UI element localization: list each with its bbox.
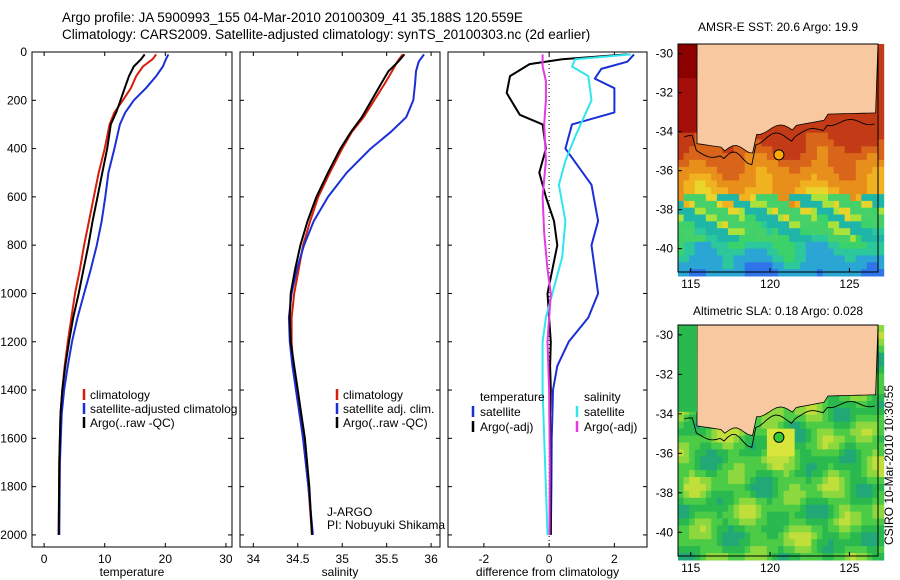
x-tick-label: 2 — [611, 552, 618, 566]
series-line-3 — [541, 53, 631, 535]
plot-frame — [31, 51, 233, 548]
map-title: AMSR-E SST: 20.6 Argo: 19.9 — [698, 20, 858, 34]
map-y-tick-label: -30 — [656, 328, 674, 342]
y-tick-label: 1800 — [0, 480, 27, 494]
x-tick-label: 34 — [247, 552, 261, 566]
map-x-tick-label: 115 — [681, 277, 700, 291]
map-y-tick-label: -32 — [656, 86, 674, 100]
legend-label: temperature — [480, 390, 545, 404]
map-x-tick-label: 115 — [681, 561, 700, 575]
legend-label: Argo(-adj) — [480, 420, 533, 434]
y-tick-label: 2000 — [0, 528, 27, 542]
map-y-tick-label: -36 — [656, 164, 674, 178]
x-tick-label: 36 — [424, 552, 438, 566]
map-frame — [677, 324, 879, 557]
argo-float-marker — [773, 431, 785, 443]
map-y-tick-label: -32 — [656, 367, 674, 381]
x-tick-label: 34.5 — [286, 552, 310, 566]
title-line-1: Argo profile: JA 5900993_155 04-Mar-2010… — [62, 10, 523, 25]
land-area — [696, 43, 879, 154]
legend-label: climatology — [343, 388, 403, 402]
isobath-contour — [684, 118, 875, 166]
legend-label: Argo(..raw -QC) — [343, 416, 428, 430]
map-y-tick-label: -38 — [656, 486, 674, 500]
legend-label: satellite — [480, 405, 521, 419]
y-tick-label: 1200 — [0, 335, 27, 349]
map-x-tick-label: 125 — [839, 277, 859, 291]
land-area — [696, 324, 879, 436]
y-tick-label: 1000 — [0, 286, 27, 300]
y-tick-label: 400 — [7, 142, 27, 156]
map-y-tick-label: -30 — [656, 47, 674, 61]
map-y-tick-label: -40 — [656, 525, 674, 539]
x-tick-label: -2 — [479, 552, 490, 566]
series-line-2 — [505, 53, 628, 535]
map-x-tick-label: 120 — [760, 277, 780, 291]
series-line-2 — [58, 53, 170, 535]
x-tick-label: 0 — [546, 552, 553, 566]
legend-label: satellite adj. clim. — [343, 402, 434, 416]
map-x-tick-label: 125 — [839, 561, 859, 575]
profile-panel-2: 34 34.5 35 35.5 36 salinity climatologysatelli… — [239, 51, 445, 579]
x-tick-label: 10 — [98, 552, 112, 566]
legend-label: climatology — [90, 388, 150, 402]
map-panel-1: 115 120 125 -30 -32 -34 -36 -38 -40 AMSR-E SST: 2… — [656, 20, 885, 291]
x-tick-label: 30 — [219, 552, 233, 566]
legend-label: Argo(..raw -QC) — [90, 416, 175, 430]
series-line-1 — [549, 53, 635, 535]
map-y-tick-label: -34 — [656, 125, 674, 139]
y-tick-label: 200 — [7, 93, 27, 107]
x-tick-label: 0 — [41, 552, 48, 566]
series-line-1 — [290, 53, 404, 535]
x-axis-label: salinity — [322, 565, 359, 579]
y-tick-label: 600 — [7, 190, 27, 204]
map-panel-2: 115 120 125 -30 -32 -34 -36 -38 -40 Altimetric SL… — [656, 304, 885, 575]
argo-float-marker — [773, 149, 785, 161]
map-y-tick-label: -34 — [656, 407, 674, 421]
profile-panel-1: 0 10 20 30 0 200 400 600 800 1000 1200 1400 1600 1800… — [0, 45, 237, 579]
annotation-text: PI: Nobuyuki Shikama — [327, 518, 445, 532]
x-axis-label: temperature — [100, 565, 165, 579]
annotation-text: J-ARGO — [327, 505, 372, 519]
y-tick-label: 0 — [20, 45, 27, 59]
x-tick-label: 35 — [336, 552, 350, 566]
legend-label: satellite — [584, 405, 625, 419]
credit-text: CSIRO 10-Mar-2010 10:30:55 — [882, 385, 896, 545]
map-y-tick-label: -38 — [656, 203, 674, 217]
isobath-contour — [684, 400, 875, 448]
series-line-2 — [287, 53, 425, 535]
plot-frame — [447, 51, 648, 548]
x-tick-label: 35.5 — [375, 552, 399, 566]
legend-label: Argo(-adj) — [584, 420, 637, 434]
series-line-1 — [57, 53, 157, 535]
series-line-3 — [288, 53, 406, 535]
y-tick-label: 1400 — [0, 383, 27, 397]
map-x-tick-label: 120 — [760, 561, 780, 575]
x-tick-label: 20 — [159, 552, 173, 566]
y-tick-label: 800 — [7, 238, 27, 252]
map-frame — [677, 43, 879, 273]
y-tick-label: 1600 — [0, 431, 27, 445]
plot-frame — [239, 51, 441, 548]
map-title: Altimetric SLA: 0.18 Argo: 0.028 — [693, 304, 863, 318]
map-y-tick-label: -40 — [656, 242, 674, 256]
series-line-4 — [541, 54, 552, 535]
map-y-tick-label: -36 — [656, 446, 674, 460]
x-axis-label: difference from climatology — [476, 565, 619, 579]
legend-label: satellite-adjusted climatolog — [90, 402, 237, 416]
title-line-2: Climatology: CARS2009. Satellite-adjuste… — [62, 27, 591, 42]
legend-label: salinity — [584, 390, 621, 404]
series-line-3 — [57, 53, 146, 535]
